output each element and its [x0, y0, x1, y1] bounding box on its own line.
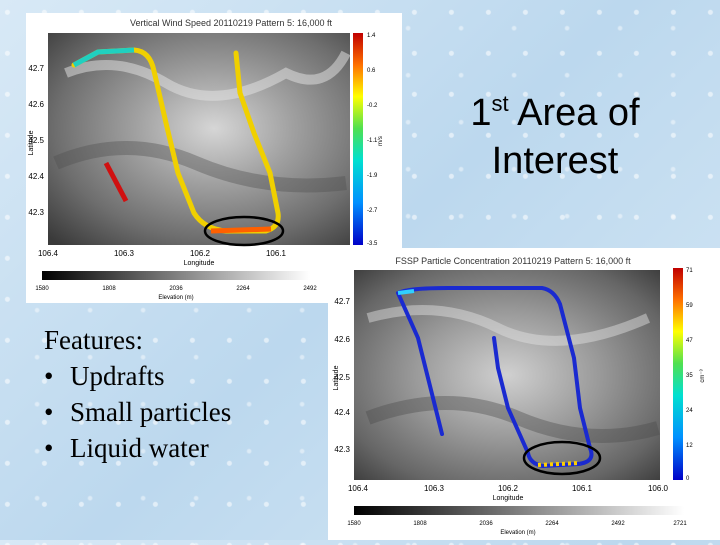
- colorbar-tick-label: -2.7: [367, 208, 378, 214]
- elevation-tick-label: 2264: [236, 286, 250, 292]
- colorbar-ticks: 1.4 0.6 -0.2 -1.1 -1.9 -2.7 -3.5: [367, 33, 378, 247]
- y-ticks: 42.7 42.6 42.5 42.4 42.3: [28, 64, 44, 217]
- slide-title: 1st Area of Interest: [430, 80, 680, 185]
- elevation-label: Elevation (m): [158, 295, 193, 301]
- y-tick-label: 42.6: [334, 335, 350, 344]
- y-tick-label: 42.4: [334, 408, 350, 417]
- colorbar-tick-label: 47: [686, 338, 693, 344]
- colorbar-tick-label: 12: [686, 443, 693, 449]
- elevation-tick-label: 1808: [102, 286, 116, 292]
- flight-track-segment-high: [537, 461, 581, 467]
- elevation-ticks: 1580 1808 2036 2264 2492 2721: [347, 521, 687, 527]
- colorbar-tick-label: -1.9: [367, 173, 378, 179]
- y-tick-label: 42.3: [28, 208, 44, 217]
- features-list: Updrafts Small particles Liquid water: [44, 358, 324, 466]
- x-tick-label: 106.1: [266, 249, 287, 258]
- elevation-tick-label: 1580: [347, 521, 361, 527]
- elevation-tick-label: 2492: [611, 521, 625, 527]
- colorbar-tick-label: 1.4: [367, 33, 376, 39]
- area-of-interest-circle: [203, 215, 285, 247]
- elevation-ticks: 1580 1808 2036 2264 2492: [35, 286, 317, 292]
- colorbar-tick-label: -0.2: [367, 103, 378, 109]
- area-of-interest-circle: [522, 440, 602, 476]
- colorbar-tick-label: 59: [686, 303, 693, 309]
- colorbar: [673, 268, 683, 480]
- x-ticks: 106.4 106.3 106.2 106.1 106.0: [348, 484, 669, 493]
- colorbar-unit: m/s: [378, 136, 384, 146]
- y-tick-label: 42.7: [334, 297, 350, 306]
- colorbar-tick-label: 24: [686, 408, 693, 414]
- x-tick-label: 106.3: [114, 249, 135, 258]
- elevation-tick-label: 1808: [413, 521, 427, 527]
- elevation-tick-label: 1580: [35, 286, 49, 292]
- y-tick-label: 42.6: [28, 100, 44, 109]
- x-tick-label: 106.2: [190, 249, 211, 258]
- feature-item: Small particles: [44, 394, 324, 430]
- x-tick-label: 106.4: [38, 249, 59, 258]
- elevation-tick-label: 2036: [169, 286, 183, 292]
- colorbar-tick-label: 0: [686, 476, 690, 482]
- terrain-ridge: [64, 50, 351, 101]
- terrain-valley: [365, 396, 660, 443]
- fssp-particle-concentration-chart: FSSP Particle Concentration 20110219 Pat…: [328, 248, 720, 540]
- elevation-tick-label: 2036: [479, 521, 493, 527]
- colorbar-tick-label: 71: [686, 268, 693, 274]
- colorbar-tick-label: -3.5: [367, 241, 378, 247]
- slide-title-line1: 1st Area of: [430, 80, 680, 137]
- fssp-particle-concentration-svg: FSSP Particle Concentration 20110219 Pat…: [333, 256, 706, 536]
- vertical-wind-speed-chart: Vertical Wind Speed 20110219 Pattern 5: …: [26, 13, 402, 303]
- elevation-tick-label: 2264: [545, 521, 559, 527]
- x-tick-label: 106.3: [424, 484, 445, 493]
- colorbar: [353, 33, 363, 245]
- colorbar-tick-label: 35: [686, 373, 693, 379]
- x-tick-label: 106.2: [498, 484, 519, 493]
- y-tick-label: 42.3: [334, 445, 350, 454]
- x-axis-label: Longitude: [184, 260, 215, 267]
- x-tick-label: 106.0: [648, 484, 669, 493]
- title-rest: Area of: [508, 92, 640, 134]
- slide-title-line2: Interest: [491, 140, 619, 182]
- elevation-label: Elevation (m): [500, 530, 535, 536]
- x-tick-label: 106.4: [348, 484, 369, 493]
- y-axis-label: Latitude: [28, 130, 35, 155]
- elevation-bar: [42, 271, 310, 280]
- flight-track-segment-mid: [397, 289, 415, 295]
- colorbar-tick-label: 0.6: [367, 68, 376, 74]
- feature-item: Updrafts: [44, 358, 324, 394]
- y-tick-label: 42.7: [28, 64, 44, 73]
- y-tick-label: 42.5: [334, 373, 350, 382]
- flight-track-segment-updraft: [210, 226, 272, 234]
- vertical-wind-speed-svg: Vertical Wind Speed 20110219 Pattern 5: …: [28, 18, 384, 301]
- elevation-bar: [354, 506, 684, 515]
- title-superscript: st: [491, 91, 509, 116]
- terrain-ridge: [366, 305, 651, 346]
- chart-title: FSSP Particle Concentration 20110219 Pat…: [395, 256, 631, 266]
- colorbar-unit: cm⁻³: [700, 369, 706, 382]
- features-heading: Features:: [44, 325, 143, 355]
- y-ticks: 42.7 42.6 42.5 42.4 42.3: [334, 297, 350, 454]
- title-number: 1: [470, 92, 492, 134]
- chart-title: Vertical Wind Speed 20110219 Pattern 5: …: [130, 18, 332, 28]
- colorbar-ticks: 71 59 47 35 24 12 0: [686, 268, 693, 482]
- y-axis-label: Latitude: [333, 365, 340, 390]
- elevation-tick-label: 2492: [303, 286, 317, 292]
- terrain-valley: [53, 141, 347, 193]
- y-tick-label: 42.5: [28, 136, 44, 145]
- elevation-tick-label: 2721: [673, 521, 687, 527]
- x-axis-label: Longitude: [493, 495, 524, 502]
- flight-track-segment-high: [103, 161, 129, 203]
- x-tick-label: 106.1: [572, 484, 593, 493]
- colorbar-tick-label: -1.1: [367, 138, 378, 144]
- flight-track-segment-low: [72, 47, 135, 68]
- features-block: Features: Updrafts Small particles Liqui…: [44, 322, 324, 466]
- feature-item: Liquid water: [44, 430, 324, 466]
- x-ticks: 106.4 106.3 106.2 106.1: [38, 249, 287, 258]
- y-tick-label: 42.4: [28, 172, 44, 181]
